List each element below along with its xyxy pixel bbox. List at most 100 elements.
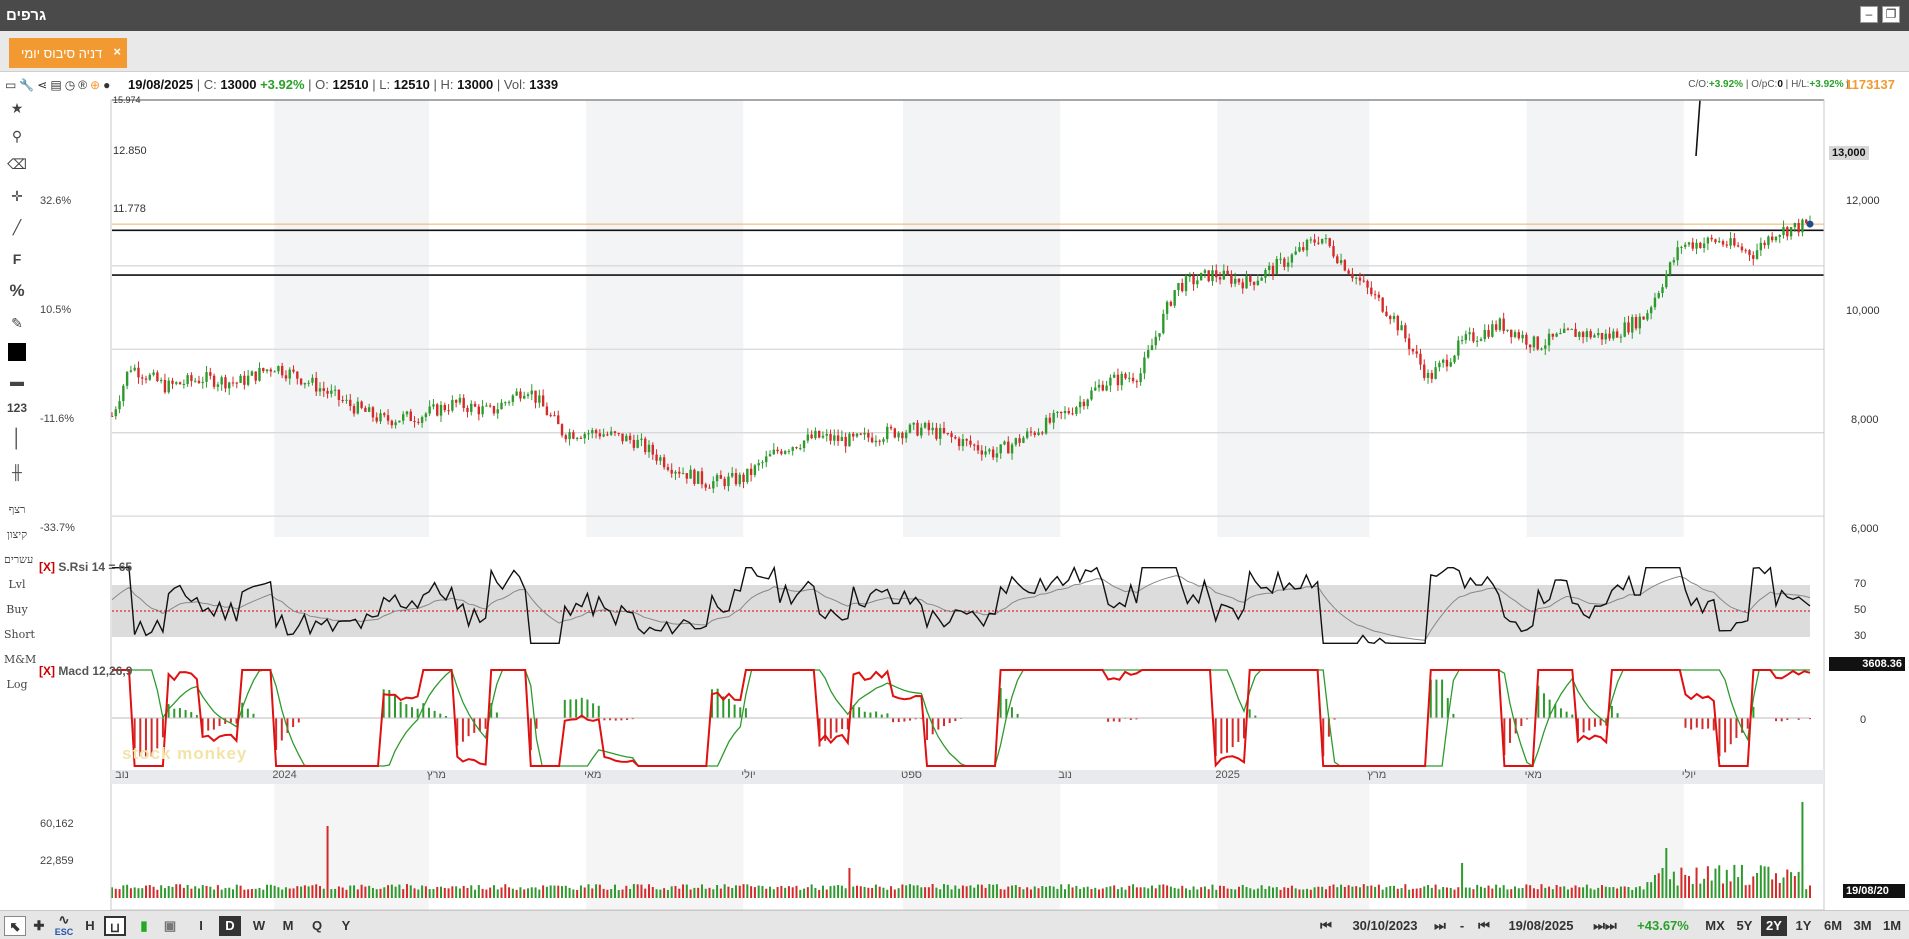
range-button-5y[interactable]: 5Y [1736, 918, 1753, 933]
tool-extreme[interactable]: קיצון [6, 528, 28, 541]
volume-bar [1438, 889, 1441, 898]
color-icon[interactable] [4, 340, 30, 362]
from-date[interactable]: 30/10/2023 [1352, 918, 1418, 933]
volume-bar [1306, 888, 1309, 898]
price-chart[interactable] [0, 0, 1909, 910]
month-band [586, 100, 744, 537]
tool-buy[interactable]: Buy [6, 603, 28, 616]
tab-close-icon[interactable]: × [113, 44, 121, 59]
candle-body [1116, 374, 1120, 386]
macd-close-button[interactable]: [X] [39, 664, 55, 678]
volume-bar [254, 888, 257, 898]
candle-body [152, 372, 155, 375]
volume-bar [1415, 888, 1418, 898]
candle-body [1298, 247, 1301, 252]
range-button-mx[interactable]: MX [1705, 918, 1725, 933]
edit-icon[interactable]: ✎ [11, 315, 23, 331]
period-button-w[interactable]: W [252, 918, 266, 933]
rsi-line [112, 565, 1811, 645]
low-value: 12510 [393, 77, 430, 92]
period-button-m[interactable]: M [282, 918, 294, 933]
period-button-d[interactable]: D [219, 916, 241, 936]
candle-body [1063, 410, 1067, 414]
candle-body [1487, 330, 1490, 337]
candle-body [1457, 340, 1460, 356]
tool-lvl[interactable]: Lvl [8, 578, 26, 591]
range-button-1m[interactable]: 1M [1882, 918, 1902, 933]
candle-body [1479, 339, 1483, 341]
restore-icon[interactable]: ❐ [1882, 6, 1900, 23]
crosshair-icon[interactable]: ✛ [11, 188, 23, 204]
candle-body [1033, 432, 1036, 435]
timer-icon[interactable]: ◷ [64, 78, 76, 92]
thickness-icon[interactable]: ▬ [10, 373, 24, 389]
pointer-tool-icon[interactable]: ⬉ [4, 916, 26, 936]
period-button-y[interactable]: Y [341, 918, 351, 933]
volume-bar [1063, 889, 1066, 898]
minimize-icon[interactable]: – [1860, 6, 1878, 23]
registered-icon[interactable]: ® [78, 78, 88, 92]
period-button-i[interactable]: I [199, 918, 203, 933]
volume-bar [462, 885, 465, 898]
vertical-line-icon[interactable]: │ [11, 428, 23, 448]
search-icon[interactable]: ⚲ [11, 128, 23, 144]
range-button-6m[interactable]: 6M [1823, 918, 1843, 933]
document-icon[interactable]: ▤ [50, 78, 62, 92]
tool-twenty[interactable]: עשרים [4, 553, 34, 566]
volume-bar [969, 885, 972, 898]
tool-mm[interactable]: M&M [4, 653, 37, 666]
candle-body [1706, 237, 1710, 244]
tool-log[interactable]: Log [6, 678, 28, 691]
to-date[interactable]: 19/08/2025 [1508, 918, 1574, 933]
candle-body [129, 370, 133, 372]
volume-bar [1468, 887, 1471, 898]
tool-short[interactable]: Short [4, 628, 35, 641]
fibonacci-icon[interactable]: F [12, 251, 22, 267]
volume-bar [545, 886, 548, 898]
line-icon[interactable]: ╱ [12, 219, 22, 235]
from-prev-icon[interactable]: ⏮ [1320, 918, 1332, 933]
eraser-icon[interactable]: ⌫ [7, 156, 27, 172]
esc-label[interactable]: ESC [54, 927, 74, 937]
comment-icon[interactable]: ● [103, 78, 111, 92]
candle-icon[interactable]: ╫ [12, 464, 22, 480]
percent-icon[interactable]: % [9, 281, 25, 300]
period-button-q[interactable]: Q [311, 918, 323, 933]
volume-bar [1169, 886, 1172, 898]
star-icon[interactable]: ★ [10, 100, 24, 116]
candle-body [893, 428, 897, 438]
volume-bar [167, 886, 170, 898]
rsi-close-button[interactable]: [X] [39, 560, 55, 574]
volume-bar [572, 889, 575, 898]
save-icon[interactable]: ▣ [163, 918, 177, 933]
candle-type-icon[interactable]: ▮ [140, 918, 148, 933]
to-prev-icon[interactable]: ⏮ [1478, 918, 1490, 933]
from-next-icon[interactable]: ⏭ [1434, 918, 1446, 933]
hl-icon[interactable]: H [85, 918, 95, 933]
chart-tab[interactable]: דניה סיבוס יומי × [9, 38, 127, 68]
volume-bar [1737, 877, 1740, 898]
volume-bar [961, 885, 964, 898]
volume-bar [1725, 869, 1728, 898]
wrench-icon[interactable]: 🔧 [19, 78, 35, 92]
to-next-icon[interactable]: ⏭⏭ [1593, 918, 1617, 933]
crosshair-tool-icon[interactable]: ✚ [33, 918, 45, 933]
range-button-1y[interactable]: 1Y [1795, 918, 1812, 933]
volume-bar [1279, 889, 1282, 898]
line-chart-icon[interactable]: ∿ [58, 912, 70, 927]
volume-bar [220, 889, 223, 898]
share-icon[interactable]: ⋖ [37, 78, 48, 92]
range-button-2y[interactable]: 2Y [1761, 916, 1787, 936]
tool-seq[interactable]: רצף [8, 503, 26, 516]
bar-type-icon[interactable]: ⊔ [104, 916, 126, 936]
candle-body [874, 440, 878, 443]
plus-circle-icon[interactable]: ⊕ [90, 78, 101, 92]
range-button-3m[interactable]: 3M [1853, 918, 1872, 933]
candle-body [1725, 244, 1729, 246]
volume-bar [1283, 887, 1286, 898]
window-icon[interactable]: ▭ [5, 78, 17, 92]
co-value: +3.92% [1708, 79, 1744, 90]
numbers-icon[interactable]: 123 [6, 401, 28, 415]
candle-body [1491, 324, 1494, 337]
candle-body [1510, 329, 1513, 338]
